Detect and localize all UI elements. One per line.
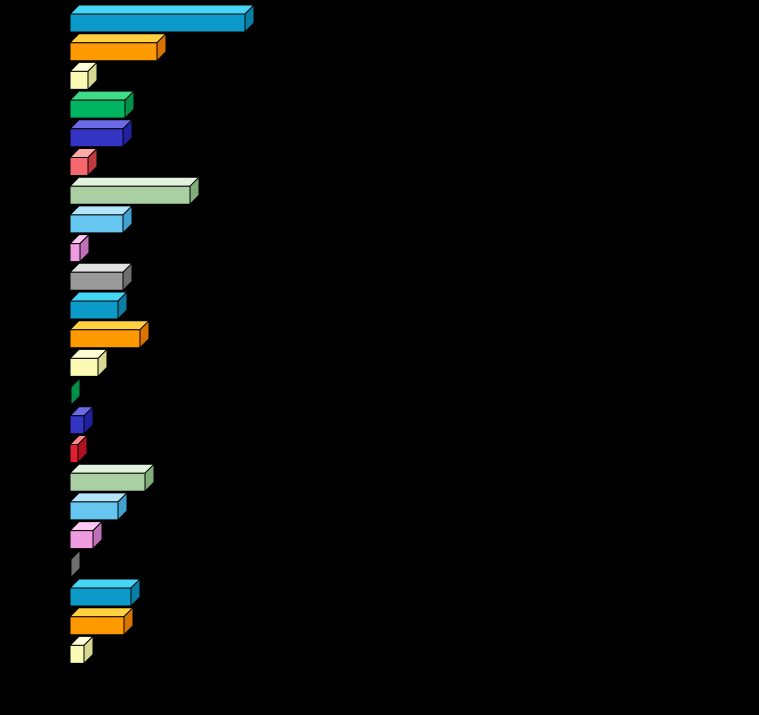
bar-top-face	[68, 492, 129, 503]
bar-front-face	[69, 243, 81, 263]
bar-side-face	[70, 549, 81, 579]
bar-15[interactable]	[68, 405, 95, 436]
bar-front-face	[69, 530, 94, 550]
bar-top-face	[68, 33, 168, 44]
bar-top-face	[68, 578, 142, 589]
bar-top-face	[68, 320, 151, 331]
bar-front-face	[69, 300, 119, 320]
bar-front-face	[69, 472, 146, 492]
bar-18[interactable]	[68, 491, 129, 522]
bar-top-face	[68, 205, 134, 216]
bar-2[interactable]	[68, 32, 168, 62]
bar-front-face	[69, 128, 124, 148]
bar-front-face	[69, 214, 124, 234]
bar-10[interactable]	[68, 262, 134, 292]
bar-side-face	[70, 376, 81, 407]
bar-front-face	[69, 587, 132, 607]
bar-front-face	[69, 13, 246, 33]
bar-front-face	[69, 99, 126, 119]
bar-top-face	[68, 90, 136, 101]
bar-13[interactable]	[68, 348, 109, 378]
bar-12[interactable]	[68, 319, 151, 349]
bar-20[interactable]	[68, 549, 82, 579]
bar-7[interactable]	[68, 175, 201, 206]
bar-front-face	[69, 329, 141, 349]
bar-21[interactable]	[68, 577, 142, 608]
bar-6[interactable]	[68, 147, 99, 177]
bar-front-face	[69, 70, 89, 90]
bar-front-face	[69, 386, 72, 406]
bar-8[interactable]	[68, 204, 134, 235]
bar-19[interactable]	[68, 520, 104, 550]
bar-front-face	[69, 501, 119, 521]
bar-17[interactable]	[68, 462, 156, 493]
bar-front-face	[69, 415, 85, 435]
bar-top-face	[68, 119, 134, 130]
bar-front-face	[69, 444, 79, 463]
bar-front-face	[69, 616, 125, 636]
bar-1[interactable]	[68, 3, 256, 34]
bar-top-face	[68, 176, 201, 187]
bar-top-face	[68, 607, 135, 618]
bar-front-face	[69, 644, 85, 664]
bar-14[interactable]	[68, 376, 82, 407]
bar-front-face	[69, 357, 99, 377]
bar-front-face	[69, 157, 89, 176]
bar-front-face	[69, 558, 72, 578]
bar-top-face	[68, 262, 134, 273]
bar-3[interactable]	[68, 61, 99, 91]
bar-16[interactable]	[68, 434, 89, 464]
bar-top-face	[68, 4, 256, 15]
bar-5[interactable]	[68, 118, 134, 149]
bar-23[interactable]	[68, 635, 95, 665]
bar-front-face	[69, 42, 158, 62]
bar-11[interactable]	[68, 290, 129, 321]
bar-front-face	[69, 271, 124, 291]
bar-4[interactable]	[68, 89, 136, 120]
bar-front-face	[69, 185, 191, 205]
bar-top-face	[68, 463, 156, 474]
bar-9[interactable]	[68, 233, 91, 263]
bar-top-face	[68, 291, 129, 302]
bar-22[interactable]	[68, 606, 135, 636]
